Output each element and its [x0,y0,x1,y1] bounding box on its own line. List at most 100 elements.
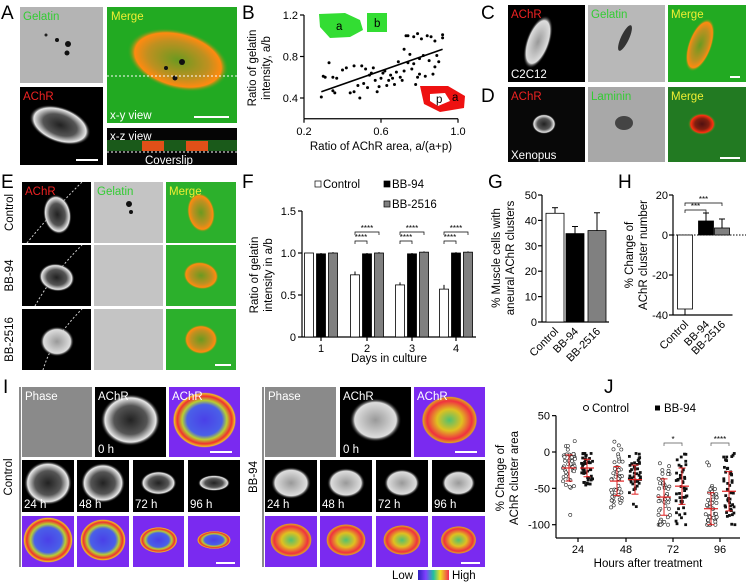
data-point-control [572,439,577,443]
data-point-control [705,460,710,465]
panel-label-d: D [481,86,495,107]
bar [316,253,326,338]
data-point-bb94 [684,463,688,467]
bar [451,252,461,338]
data-point [373,78,377,82]
phase-image [22,387,92,457]
data-point-control [703,512,708,517]
data-point-control [666,522,670,527]
data-point-control [658,519,663,524]
phase-label: Phase [25,391,58,403]
data-point-bb94 [684,523,688,527]
row-label: Control [4,194,16,231]
merge-cluster [184,324,218,355]
data-point-bb94 [729,491,733,495]
data-point-control [569,455,574,460]
data-point-bb94 [674,519,678,523]
data-point-bb94 [684,487,688,491]
data-point-bb94 [680,516,683,520]
heatmap-cluster [172,392,237,448]
data-point [375,90,379,94]
data-point-bb94 [587,476,590,480]
data-point [433,39,437,43]
significance-bracket [443,231,469,235]
y-axis-title: intensity, a/b [261,36,273,100]
data-point [356,84,360,88]
merge-image: Merge x-y view [107,7,237,123]
data-point-control [657,481,662,486]
gelatin-label: Gelatin [23,11,59,23]
data-point-control [612,439,617,444]
gelatin-image [94,182,163,243]
inset-label-a: a [336,21,343,33]
data-point-bb94 [638,462,641,465]
significance-label: * [671,435,674,444]
inset-label-a-achr: a [452,92,459,104]
achr-label: AChR [23,91,54,103]
panel-label-j: J [604,377,614,398]
regression-line [321,48,443,93]
data-point-control [563,483,568,487]
data-point-control [658,461,662,466]
data-point-control [616,467,621,472]
data-point-bb94 [722,455,726,459]
time-label: 48 h [79,499,101,511]
y-tick-label: 0 [531,317,537,329]
data-point-bb94 [674,499,678,503]
data-point-bb94 [628,474,632,478]
y-tick-label: 10 [525,292,537,304]
data-point-control [563,470,568,475]
legend-swatch [314,180,322,188]
data-point-bb94 [681,468,685,472]
inset-label-p: p [436,94,442,106]
data-point-control [563,474,568,478]
data-point [398,75,402,79]
data-point-bb94 [628,469,632,473]
data-point-bb94 [636,467,640,471]
data-point-control [711,497,715,502]
data-point-control [612,466,617,471]
data-point-bb94 [675,522,679,526]
data-point-control [666,486,671,491]
data-point-control [568,513,573,517]
data-point-bb94 [677,463,681,467]
data-point-control [714,501,719,505]
x-tick-label: 48 [620,544,632,556]
significance-label: *** [691,202,700,211]
data-point [416,32,420,36]
bar [439,288,449,338]
achr-label: AChR [343,391,374,403]
colorbar-low-label: Low [392,570,414,582]
y-axis-title: AChR cluster number [638,200,650,310]
data-point-control [572,484,576,489]
achr-cluster [349,398,402,442]
data-point-bb94 [628,491,631,495]
data-point [414,83,418,87]
colorbar-high-label: High [452,570,476,582]
data-point-control [707,463,711,468]
data-point [335,76,339,80]
data-point-control [563,458,567,463]
data-point-control [618,501,623,505]
data-point [389,73,393,77]
heat-colorbar: Low High [392,570,476,582]
data-point [323,75,327,79]
legend-label: BB-2516 [392,199,437,211]
data-point [319,95,323,99]
panel-f-chart: F 00.51.01.51 2 3 4************************… [242,172,476,365]
legend-marker-bb94 [655,405,660,411]
data-point-bb94 [732,511,736,515]
data-point-control [609,505,613,510]
merge-cluster [183,261,219,290]
panel-e: E Control BB-94 BB-2516 AChR Gelatin Merge [1,172,236,371]
data-point-bb94 [683,512,687,516]
data-point [358,96,362,100]
data-point-control [714,495,719,500]
data-point-control [666,500,671,505]
xy-view-label: x-y view [110,110,152,122]
heatmap-cluster [23,517,73,563]
data-point-control [616,443,621,448]
data-point [433,65,437,69]
gelatin-image [94,309,163,370]
data-point-bb94 [580,461,583,465]
